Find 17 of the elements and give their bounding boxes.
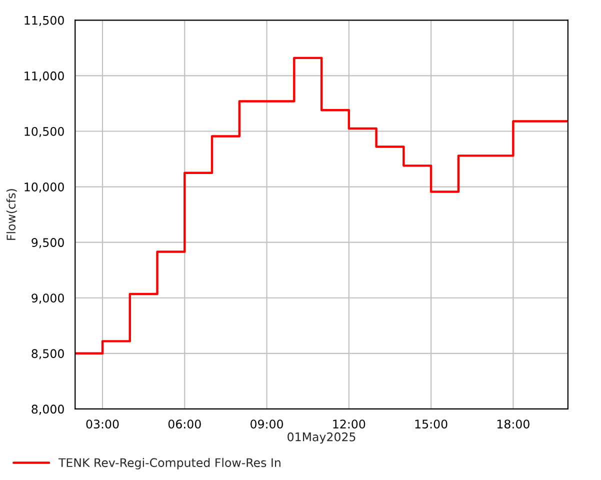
- y-axis-title: Flow(cfs): [6, 189, 17, 240]
- x-tick-label: 15:00: [415, 420, 448, 429]
- x-tick-label: 09:00: [250, 420, 284, 429]
- x-tick-label: 12:00: [333, 420, 366, 429]
- x-tick-label: 06:00: [168, 420, 201, 429]
- y-tick-label: 11,000: [24, 71, 64, 82]
- y-tick-label: 8,500: [32, 349, 64, 360]
- y-tick-label: 10,000: [24, 182, 64, 193]
- legend-label: TENK Rev-Regi-Computed Flow-Res In: [58, 458, 280, 470]
- y-tick-label: 9,000: [32, 294, 64, 304]
- y-tick-label: 11,500: [24, 16, 64, 26]
- x-tick-label: 03:00: [86, 420, 119, 429]
- x-axis-title: 01May2025: [288, 432, 356, 444]
- x-tick-label: 18:00: [497, 420, 530, 429]
- y-tick-label: 8,000: [32, 404, 64, 415]
- y-tick-label: 10,500: [24, 126, 64, 138]
- y-tick-label: 9,500: [32, 238, 64, 248]
